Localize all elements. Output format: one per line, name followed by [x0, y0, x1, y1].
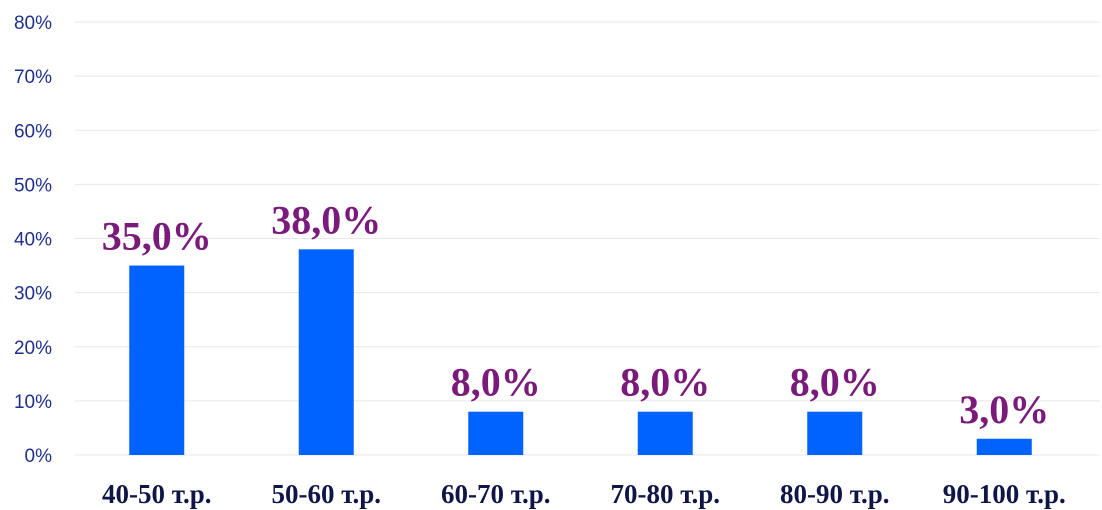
bar: [976, 438, 1032, 455]
grid-lines: [75, 21, 1100, 456]
data-label: 8,0%: [451, 360, 541, 405]
x-tick-label: 60-70 т.р.: [441, 479, 551, 509]
y-tick-label: 60%: [14, 121, 52, 142]
x-axis-ticks: 40-50 т.р. 50-60 т.р. 60-70 т.р. 70-80 т.р.…: [102, 479, 1066, 509]
x-tick-label: 80-90 т.р.: [780, 479, 890, 509]
x-tick-label: 90-100 т.р.: [943, 479, 1066, 509]
bar: [129, 265, 185, 455]
bar: [637, 411, 693, 455]
x-tick-label: 70-80 т.р.: [611, 479, 721, 509]
y-axis-ticks: 0% 10% 20% 30% 40% 50% 60% 70% 80%: [14, 13, 52, 467]
bars: [129, 249, 1032, 455]
y-tick-label: 50%: [14, 175, 52, 196]
y-tick-label: 30%: [14, 284, 52, 305]
data-label: 38,0%: [271, 197, 381, 242]
bar: [468, 411, 524, 455]
y-tick-label: 10%: [14, 392, 52, 413]
x-tick-label: 50-60 т.р.: [272, 479, 382, 509]
data-label: 8,0%: [790, 360, 880, 405]
bar: [807, 411, 863, 455]
y-tick-label: 80%: [14, 13, 52, 34]
data-label: 8,0%: [620, 360, 710, 405]
data-label: 3,0%: [959, 387, 1049, 432]
y-tick-label: 0%: [25, 446, 53, 467]
x-tick-label: 40-50 т.р.: [102, 479, 212, 509]
data-labels: 35,0% 38,0% 8,0% 8,0% 8,0% 3,0%: [102, 197, 1050, 431]
y-tick-label: 70%: [14, 67, 52, 88]
bar: [298, 249, 354, 455]
y-tick-label: 20%: [14, 338, 52, 359]
data-label: 35,0%: [102, 214, 212, 259]
y-tick-label: 40%: [14, 230, 52, 251]
